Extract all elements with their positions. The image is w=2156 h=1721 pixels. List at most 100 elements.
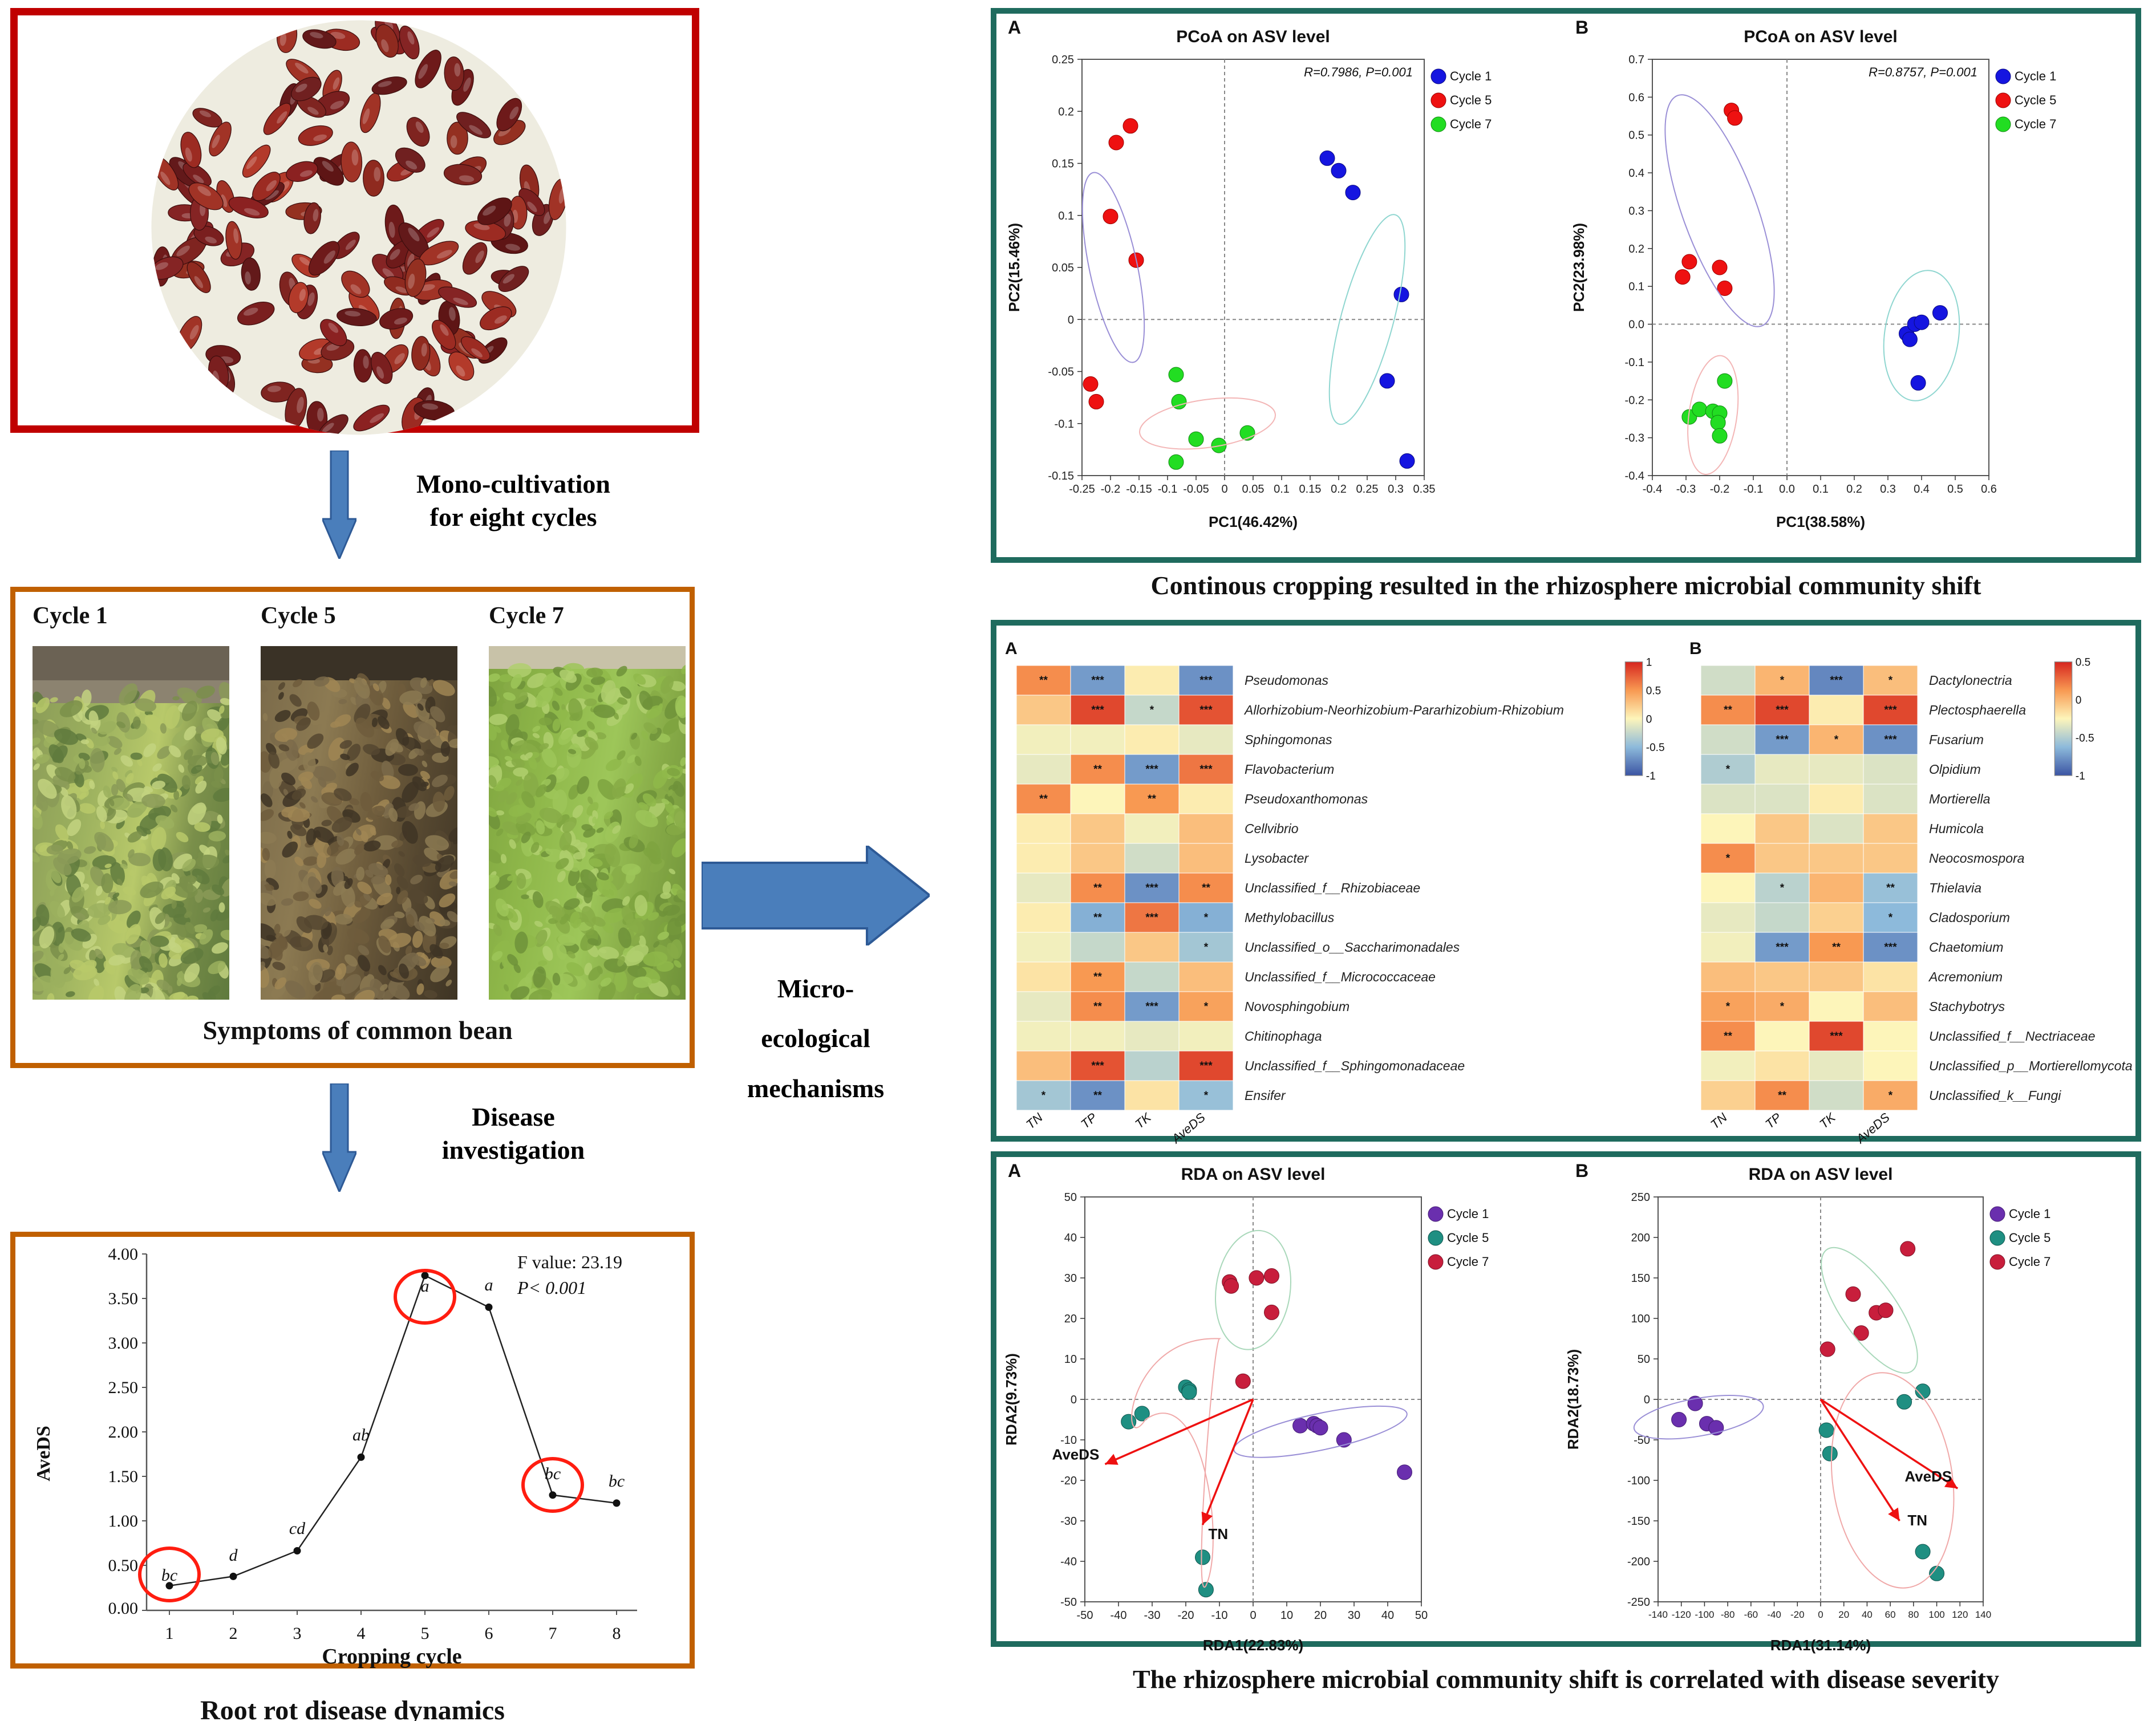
svg-text:Neocosmospora: Neocosmospora — [1929, 851, 2024, 866]
svg-text:*: * — [1780, 1001, 1785, 1013]
svg-text:*: * — [1888, 912, 1893, 924]
svg-text:-100: -100 — [1695, 1609, 1714, 1620]
svg-text:**: ** — [1093, 882, 1102, 894]
svg-text:-0.2: -0.2 — [1101, 483, 1120, 496]
svg-text:bc: bc — [545, 1464, 561, 1483]
svg-text:0.5: 0.5 — [1947, 483, 1963, 496]
svg-text:**: ** — [1093, 1090, 1102, 1102]
svg-text:-40: -40 — [1767, 1609, 1781, 1620]
svg-text:-50: -50 — [1060, 1596, 1077, 1609]
svg-text:PC2(15.46%): PC2(15.46%) — [1006, 223, 1023, 312]
svg-text:P< 0.001: P< 0.001 — [517, 1277, 586, 1298]
svg-text:RDA1(22.83%): RDA1(22.83%) — [1203, 1637, 1303, 1654]
svg-text:0.5: 0.5 — [2076, 657, 2090, 669]
svg-text:1.00: 1.00 — [108, 1512, 139, 1531]
svg-text:4.00: 4.00 — [108, 1245, 139, 1264]
svg-text:Chitinophaga: Chitinophaga — [1245, 1029, 1322, 1044]
svg-text:0.50: 0.50 — [108, 1556, 139, 1575]
svg-text:40: 40 — [1381, 1609, 1394, 1622]
svg-text:***: *** — [1199, 1060, 1213, 1072]
svg-text:RDA1(31.14%): RDA1(31.14%) — [1770, 1637, 1871, 1654]
svg-text:**: ** — [1039, 793, 1048, 805]
svg-text:Cycle 5: Cycle 5 — [2015, 93, 2056, 107]
svg-text:*: * — [1204, 941, 1209, 953]
svg-text:0.25: 0.25 — [1052, 54, 1074, 66]
svg-text:Unclassified_f__Micrococcaceae: Unclassified_f__Micrococcaceae — [1245, 969, 1436, 984]
svg-text:d: d — [229, 1546, 238, 1565]
svg-text:**: ** — [1724, 1030, 1732, 1042]
svg-text:-200: -200 — [1627, 1556, 1650, 1568]
svg-text:40: 40 — [1862, 1609, 1873, 1620]
svg-text:Allorhizobium-Neorhizobium-Par: Allorhizobium-Neorhizobium-Pararhizobium… — [1243, 703, 1564, 717]
svg-text:Fusarium: Fusarium — [1929, 732, 1984, 747]
svg-text:***: *** — [1830, 675, 1843, 687]
svg-text:0.3: 0.3 — [1388, 483, 1404, 496]
svg-text:PC1(46.42%): PC1(46.42%) — [1209, 513, 1298, 530]
svg-text:*: * — [1780, 675, 1785, 687]
svg-text:***: *** — [1776, 941, 1789, 953]
svg-text:F value: 23.19: F value: 23.19 — [517, 1252, 622, 1272]
svg-text:Ensifer: Ensifer — [1245, 1088, 1286, 1103]
svg-text:*: * — [1041, 1090, 1046, 1102]
svg-text:Unclassified_o__Saccharimonada: Unclassified_o__Saccharimonadales — [1245, 940, 1460, 955]
svg-text:Thielavia: Thielavia — [1929, 880, 1981, 895]
svg-text:Unclassified_f__Sphingomonadac: Unclassified_f__Sphingomonadaceae — [1245, 1058, 1465, 1073]
svg-text:***: *** — [1199, 675, 1213, 687]
svg-text:0.2: 0.2 — [1331, 483, 1347, 496]
svg-text:0.4: 0.4 — [1914, 483, 1930, 496]
svg-text:-50: -50 — [1077, 1609, 1093, 1622]
svg-text:**: ** — [1778, 1090, 1786, 1102]
svg-text:**: ** — [1093, 912, 1102, 924]
svg-text:Lysobacter: Lysobacter — [1245, 851, 1309, 866]
svg-text:-120: -120 — [1672, 1609, 1691, 1620]
svg-text:0.2: 0.2 — [1846, 483, 1862, 496]
svg-text:Cellvibrio: Cellvibrio — [1245, 821, 1299, 836]
svg-text:-0.5: -0.5 — [2076, 732, 2094, 744]
svg-text:Cycle 7: Cycle 7 — [2009, 1255, 2050, 1269]
svg-text:RDA2(9.73%): RDA2(9.73%) — [1003, 1353, 1020, 1446]
svg-text:0.00: 0.00 — [108, 1599, 139, 1618]
svg-text:Pseudomonas: Pseudomonas — [1245, 673, 1329, 688]
svg-text:-100: -100 — [1627, 1475, 1650, 1487]
svg-text:AveDS: AveDS — [1052, 1446, 1100, 1463]
svg-text:0.3: 0.3 — [1880, 483, 1896, 496]
svg-text:**: ** — [1148, 793, 1156, 805]
svg-text:Flavobacterium: Flavobacterium — [1245, 762, 1334, 777]
svg-text:-0.1: -0.1 — [1625, 356, 1644, 369]
svg-text:-0.1: -0.1 — [1744, 483, 1763, 496]
svg-text:-0.3: -0.3 — [1625, 432, 1644, 445]
svg-text:***: *** — [1199, 764, 1213, 776]
svg-text:30: 30 — [1348, 1609, 1360, 1622]
svg-text:ab: ab — [352, 1426, 370, 1444]
svg-text:0: 0 — [1646, 713, 1652, 725]
svg-text:50: 50 — [1415, 1609, 1428, 1622]
svg-text:0.1: 0.1 — [1274, 483, 1290, 496]
svg-text:***: *** — [1091, 704, 1104, 716]
svg-text:-0.05: -0.05 — [1183, 483, 1209, 496]
svg-text:*: * — [1204, 912, 1209, 924]
svg-text:0.1: 0.1 — [1628, 281, 1644, 293]
svg-text:cd: cd — [289, 1519, 306, 1538]
svg-text:*: * — [1726, 853, 1731, 864]
svg-text:TN: TN — [1023, 1110, 1045, 1132]
svg-text:0.1: 0.1 — [1813, 483, 1829, 496]
svg-text:0: 0 — [1071, 1394, 1077, 1406]
svg-text:*: * — [1204, 1001, 1209, 1013]
svg-text:0.2: 0.2 — [1628, 243, 1644, 255]
svg-text:0: 0 — [1221, 483, 1227, 496]
svg-text:100: 100 — [1631, 1313, 1650, 1325]
svg-text:***: *** — [1091, 1060, 1104, 1072]
svg-text:*: * — [1204, 1090, 1209, 1102]
svg-text:Humicola: Humicola — [1929, 821, 1984, 836]
svg-text:30: 30 — [1064, 1272, 1077, 1285]
svg-text:0.35: 0.35 — [1413, 483, 1436, 496]
svg-text:-0.2: -0.2 — [1625, 394, 1644, 407]
svg-text:**: ** — [1832, 941, 1841, 953]
svg-text:TP: TP — [1762, 1110, 1784, 1131]
svg-text:***: *** — [1884, 704, 1897, 716]
svg-text:***: *** — [1776, 734, 1789, 746]
svg-text:-60: -60 — [1744, 1609, 1758, 1620]
svg-text:TK: TK — [1132, 1110, 1154, 1131]
svg-text:0.6: 0.6 — [1981, 483, 1997, 496]
svg-text:Chaetomium: Chaetomium — [1929, 940, 2003, 955]
